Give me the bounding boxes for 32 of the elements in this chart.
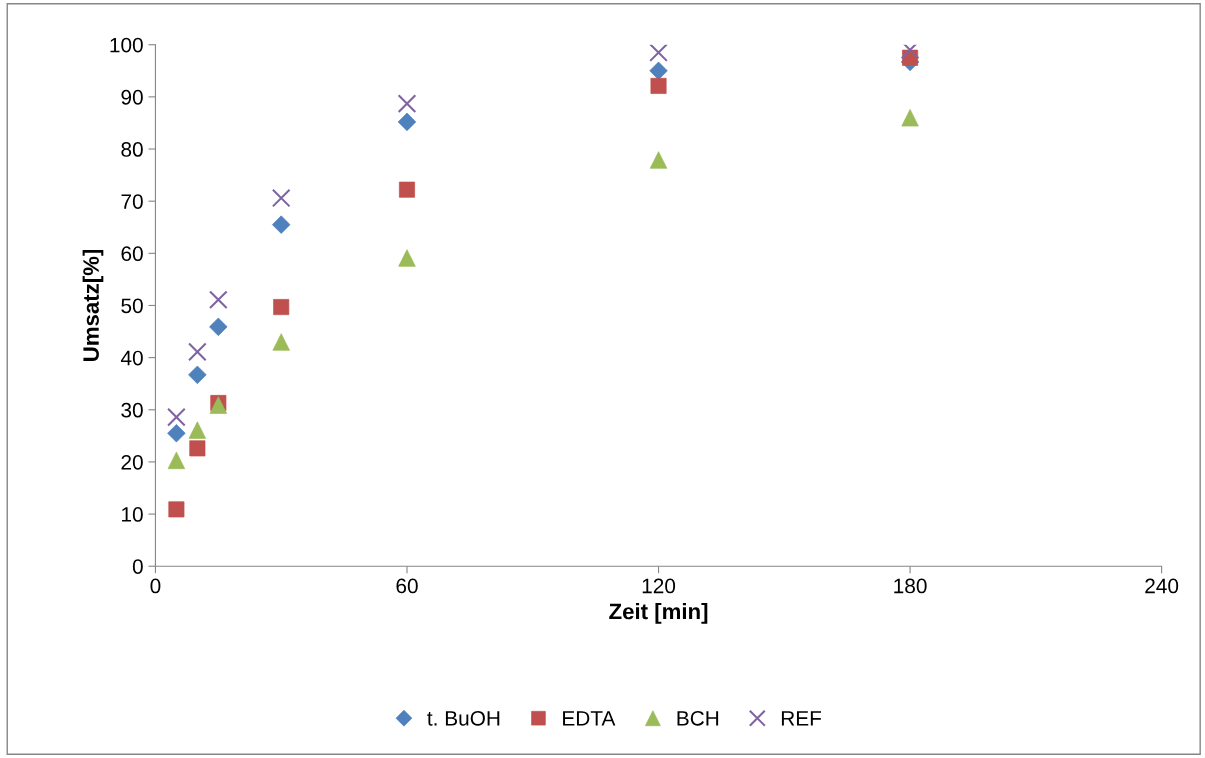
y-tick-label: 0 — [132, 559, 143, 574]
y-tick-label: 20 — [121, 454, 143, 470]
point — [650, 77, 667, 94]
y-tick-label: 80 — [121, 142, 143, 157]
x-tick-label: 180 — [894, 578, 927, 594]
y-tick-label: 50 — [121, 298, 143, 314]
legend-label: EDTA — [563, 711, 616, 726]
x-tick-label: 0 — [150, 578, 161, 594]
y-tick-label: 90 — [121, 89, 143, 105]
y-tick-label: 10 — [122, 507, 143, 522]
point — [273, 299, 290, 316]
x-tick-label: 120 — [642, 578, 676, 594]
y-tick-label: 70 — [121, 194, 143, 209]
y-tick-label: 60 — [121, 246, 143, 262]
y-tick-label: 40 — [120, 350, 143, 366]
y-tick-label: 30 — [121, 402, 143, 418]
point — [167, 407, 186, 427]
x-tick-label: 240 — [1145, 578, 1179, 594]
point — [188, 365, 207, 385]
x-axis-title: Zeit [min] — [609, 603, 708, 624]
point — [397, 94, 417, 114]
legend-label: REF — [781, 711, 822, 726]
legend-label: t. BuOH — [427, 710, 500, 726]
legend-label: BCH — [677, 710, 719, 726]
y-tick-label: 100 — [110, 37, 143, 53]
point — [208, 290, 228, 310]
x-tick-label: 60 — [396, 578, 418, 594]
y-axis-title: Umsatz[%] — [82, 249, 104, 361]
point — [649, 44, 668, 62]
point — [399, 181, 415, 198]
point — [271, 188, 291, 208]
point — [188, 342, 207, 362]
